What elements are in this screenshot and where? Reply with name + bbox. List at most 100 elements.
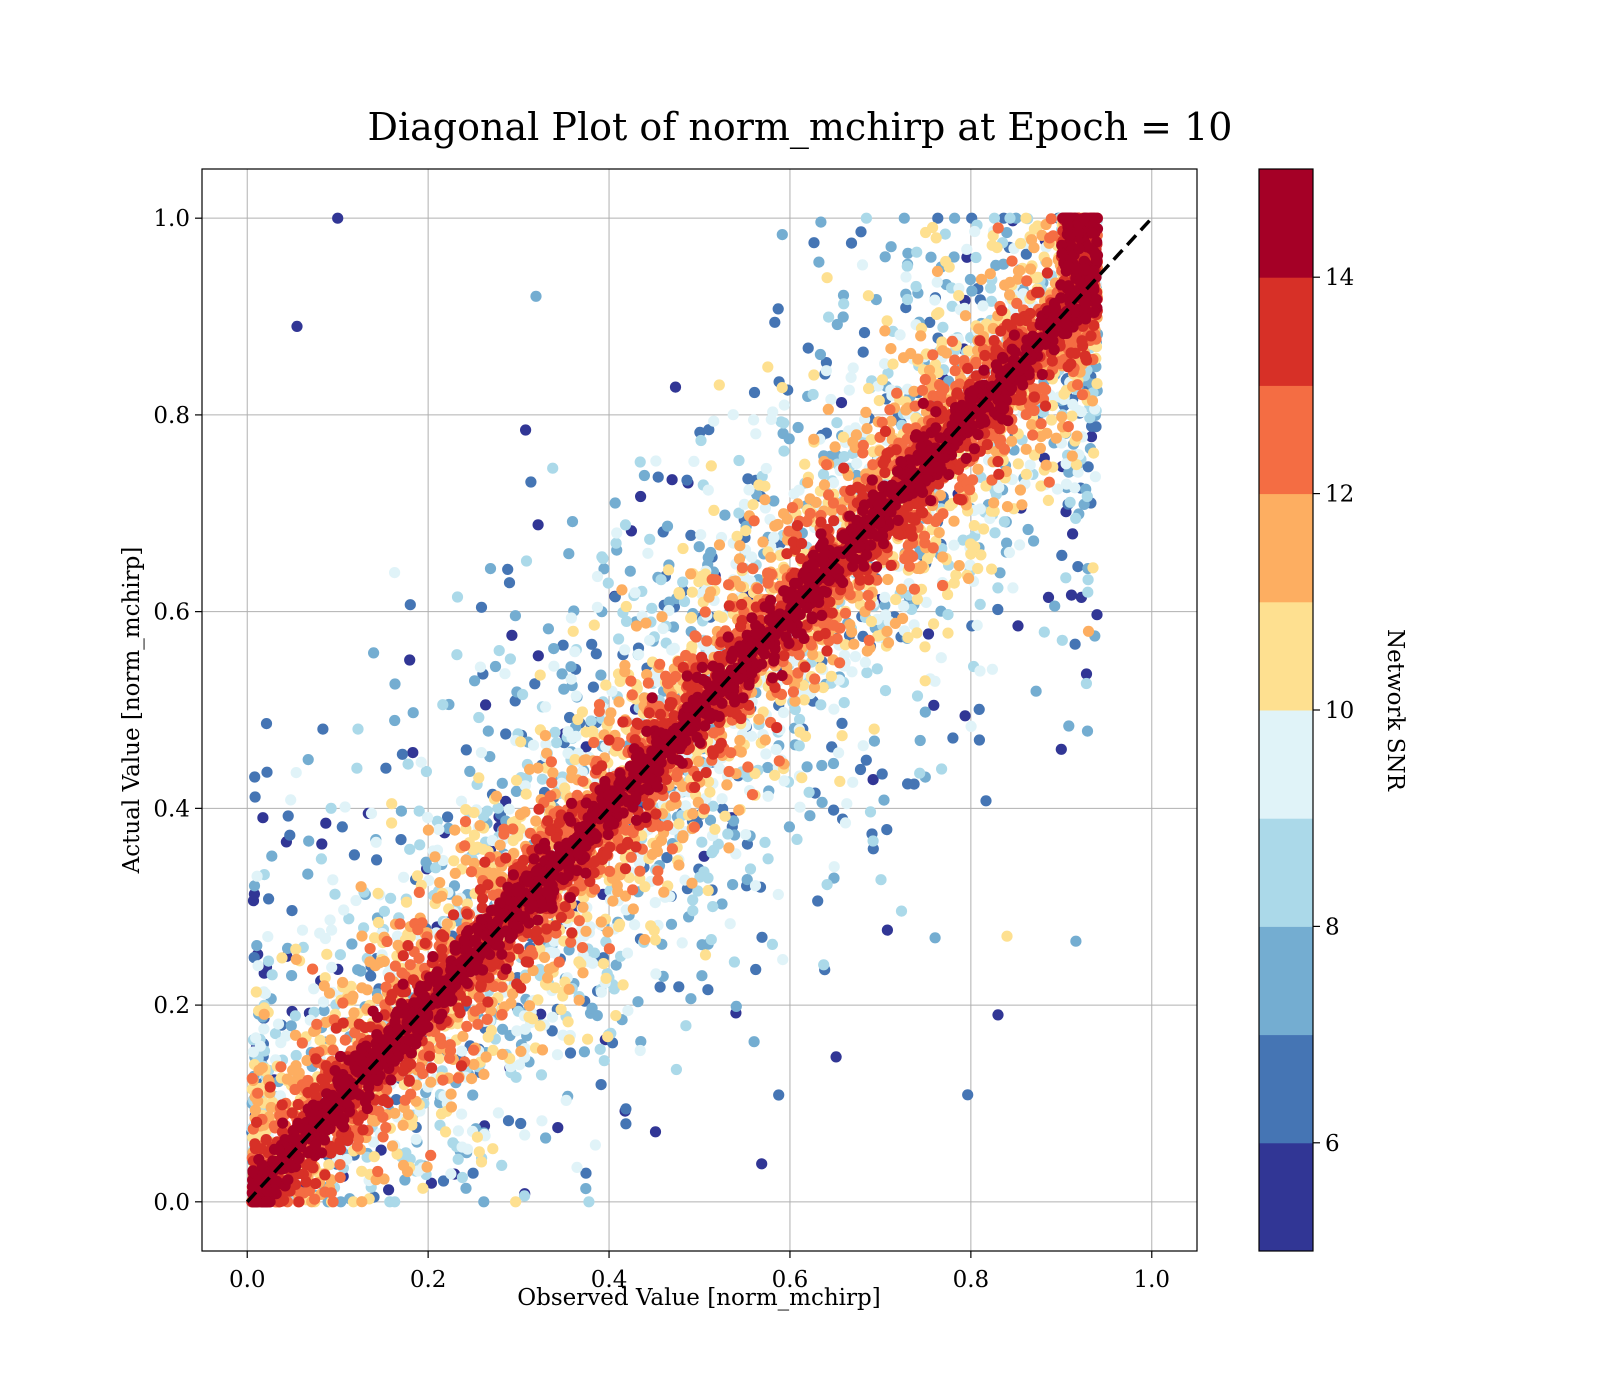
scatter-point: [563, 1034, 575, 1046]
scatter-point: [502, 1115, 515, 1127]
scatter-point: [532, 650, 544, 662]
scatter-point: [821, 879, 833, 891]
scatter-point: [855, 226, 867, 238]
scatter-point: [935, 652, 947, 664]
scatter-point: [741, 874, 753, 886]
scatter-point: [974, 598, 986, 611]
scatter-point: [1003, 546, 1016, 559]
scatter-point: [634, 1044, 646, 1057]
scatter-point: [724, 918, 736, 930]
scatter-point: [499, 668, 511, 680]
scatter-point: [557, 639, 569, 651]
scatter-point: [383, 1184, 395, 1196]
scatter-point: [302, 868, 314, 880]
scatter-point: [769, 316, 781, 328]
scatter-point: [536, 1044, 549, 1056]
scatter-point: [451, 591, 464, 603]
scatter-point: [831, 318, 843, 331]
scatter-point: [719, 509, 731, 521]
scatter-point: [839, 817, 852, 829]
scatter-point: [794, 713, 806, 726]
scatter-point: [860, 212, 873, 224]
scatter-point: [661, 852, 673, 864]
scatter-point: [595, 669, 607, 681]
scatter-point: [644, 634, 656, 646]
scatter-point: [433, 823, 445, 836]
scatter-point: [492, 802, 504, 814]
scatter-point: [881, 315, 893, 327]
scatter-point: [449, 867, 461, 880]
scatter-point: [911, 627, 923, 639]
scatter-point: [885, 343, 897, 355]
scatter-point: [250, 986, 262, 998]
scatter-point: [794, 801, 806, 813]
scatter-point: [370, 836, 382, 848]
scatter-point: [1020, 468, 1032, 480]
scatter-point: [836, 730, 848, 742]
scatter-point: [449, 824, 461, 836]
scatter-point: [1090, 421, 1102, 433]
scatter-point: [609, 497, 621, 509]
scatter-point: [686, 877, 698, 889]
scatter-point: [828, 804, 840, 816]
scatter-point: [1042, 591, 1055, 604]
scatter-point: [807, 649, 819, 661]
scatter-point: [812, 895, 824, 907]
scatter-point: [565, 673, 577, 685]
scatter-point: [492, 1107, 504, 1119]
scatter-point: [456, 1108, 468, 1120]
scatter-point: [553, 956, 565, 968]
scatter-point: [286, 970, 298, 982]
scatter-point: [833, 747, 845, 759]
scatter-point: [282, 942, 294, 955]
scatter-point: [315, 853, 327, 865]
scatter-point: [1034, 442, 1046, 454]
scatter-point: [578, 1046, 591, 1058]
scatter-point: [962, 1089, 974, 1101]
scatter-point: [716, 898, 728, 910]
scatter-point: [429, 851, 441, 863]
scatter-point: [639, 881, 651, 893]
scatter-point: [367, 1115, 379, 1127]
scatter-point: [515, 1045, 527, 1057]
scatter-point: [284, 829, 296, 841]
scatter-point: [580, 754, 592, 766]
scatter-point: [750, 963, 762, 976]
scatter-point: [1032, 271, 1044, 283]
scatter-point: [563, 548, 575, 560]
scatter-point: [862, 290, 875, 302]
scatter-point: [961, 243, 973, 255]
scatter-point: [604, 865, 616, 878]
scatter-point: [1001, 227, 1013, 239]
scatter-point: [505, 1061, 517, 1073]
scatter-point: [1070, 459, 1083, 471]
scatter-point: [838, 697, 850, 709]
scatter-point: [922, 628, 935, 640]
scatter-point: [467, 1089, 479, 1101]
scatter-point: [911, 593, 924, 605]
scatter-point: [820, 365, 833, 377]
scatter-point: [778, 445, 790, 457]
scatter-point: [603, 715, 615, 727]
scatter-point: [1088, 447, 1100, 459]
scatter-point: [414, 839, 426, 851]
scatter-point: [378, 905, 390, 917]
scatter-point: [709, 823, 721, 835]
scatter-point: [580, 925, 592, 937]
scatter-point: [929, 294, 941, 306]
scatter-point: [290, 953, 302, 966]
scatter-point: [762, 361, 774, 373]
scatter-point: [386, 817, 398, 829]
scatter-point: [549, 726, 561, 739]
scatter-point: [630, 620, 643, 632]
scatter-point: [828, 861, 840, 873]
scatter-point: [509, 695, 521, 707]
scatter-point: [1042, 494, 1054, 506]
scatter-point: [901, 260, 913, 272]
scatter-point: [823, 311, 835, 323]
scatter-point: [352, 964, 364, 976]
scatter-point: [1050, 432, 1062, 444]
scatter-point: [705, 460, 717, 472]
scatter-point: [759, 502, 772, 514]
